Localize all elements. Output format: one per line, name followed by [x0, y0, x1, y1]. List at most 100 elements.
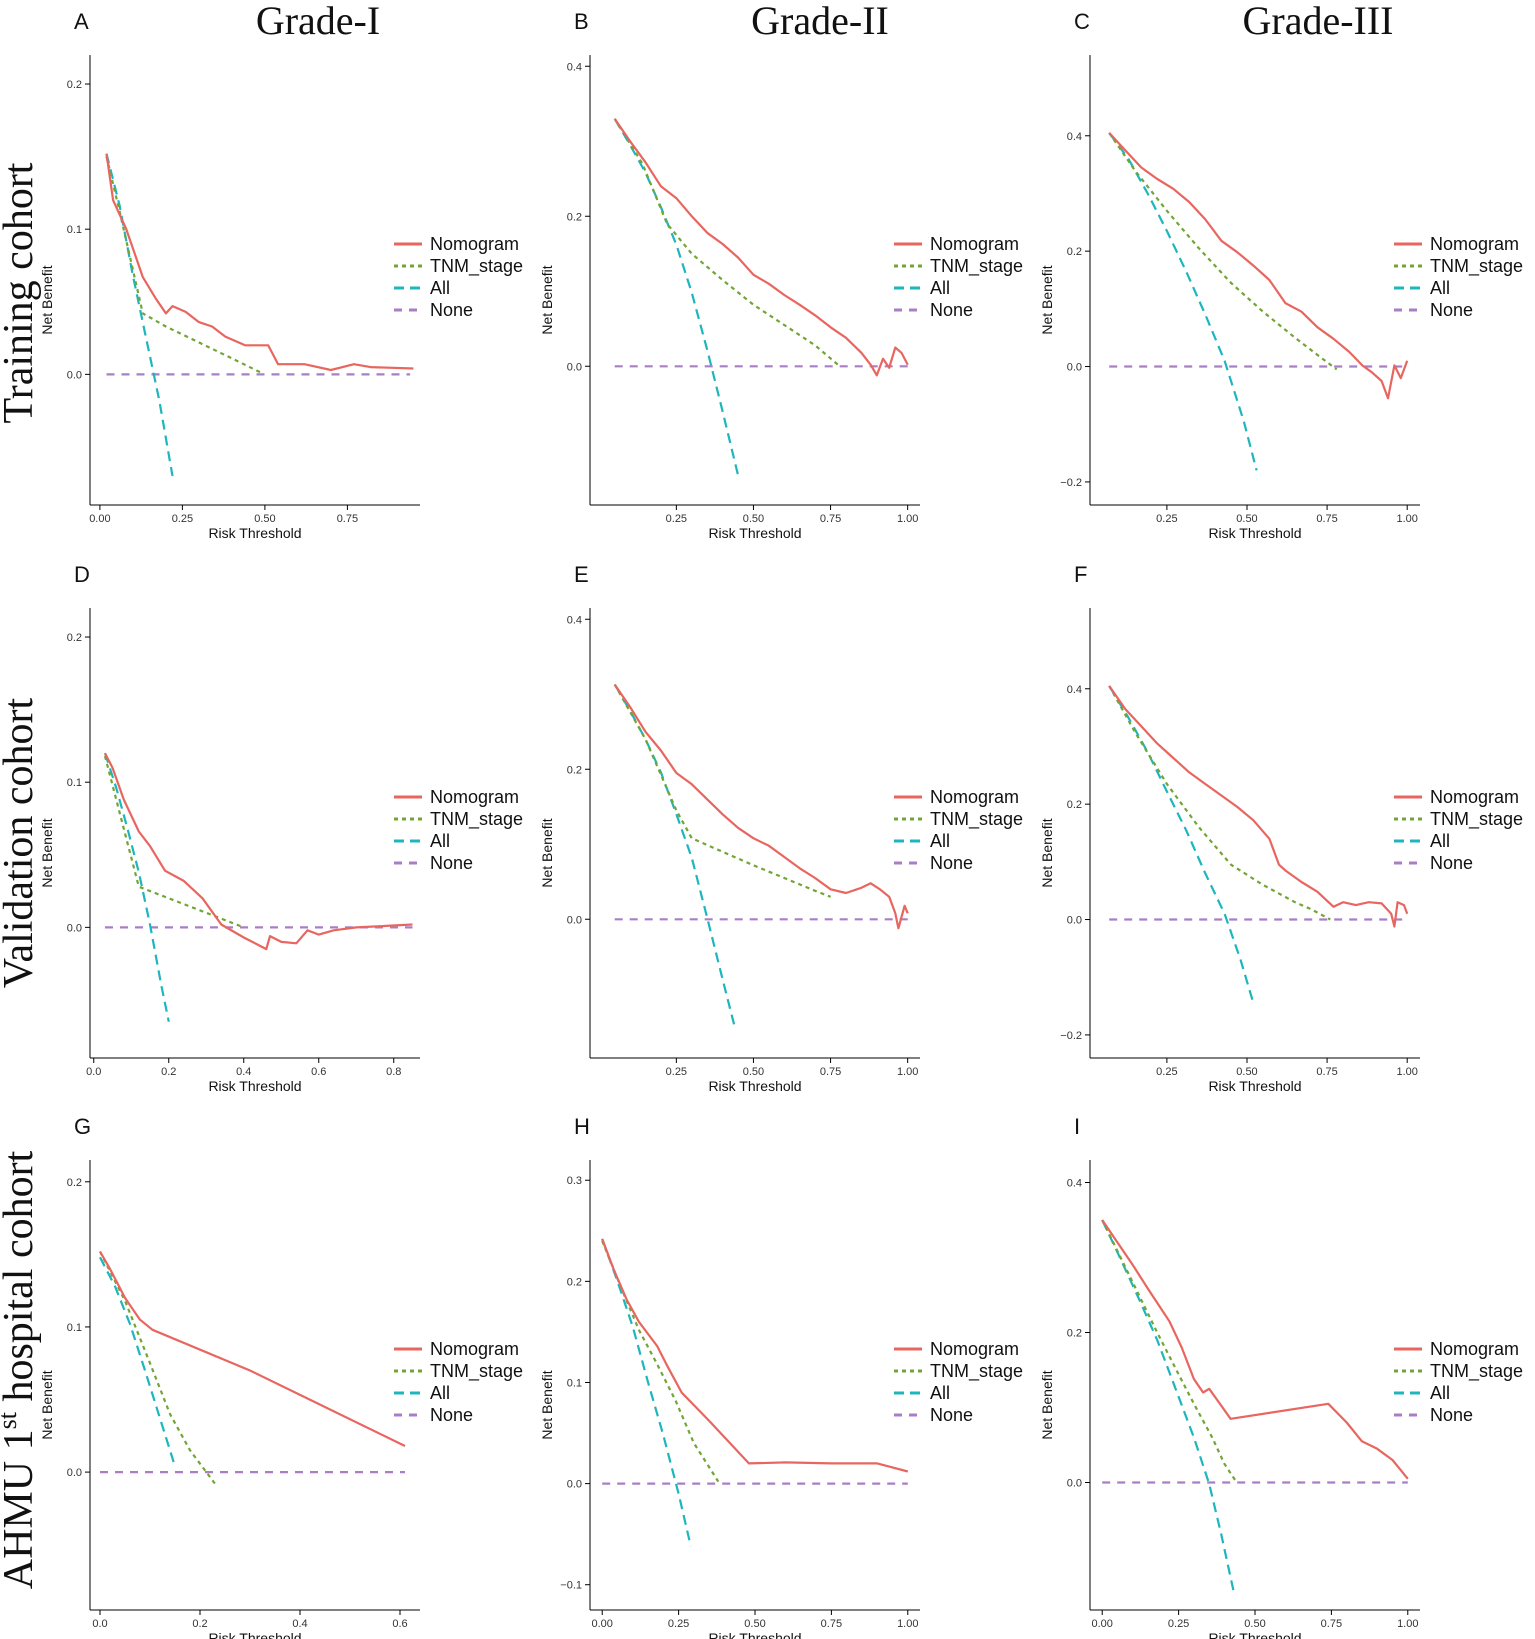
x-tick-label: 0.75 [821, 1618, 842, 1630]
panel-letter-d: D [74, 562, 90, 587]
x-tick-label: 0.25 [666, 513, 687, 525]
series-line-all [1101, 1219, 1235, 1592]
panel-letter-f: F [1074, 562, 1087, 587]
y-tick-label: −0.2 [1060, 1030, 1082, 1042]
y-axis-title: Net Benefit [1039, 1370, 1055, 1439]
y-tick-label: 0.1 [567, 1377, 582, 1389]
y-tick-label: 0.0 [67, 1467, 82, 1479]
series-line-all [103, 752, 170, 1022]
y-axis-title: Net Benefit [39, 265, 55, 334]
legend-label-nomogram: Nomogram [1430, 787, 1519, 807]
panel-b: B 0.25 0.50 0.75 1.00 0.0 0.2 0.4 Risk Threshold… [539, 9, 1023, 541]
y-tick-label: 0.2 [567, 764, 582, 776]
x-tick-label: 0.25 [1156, 513, 1177, 525]
y-tick-label: 0.0 [567, 361, 582, 373]
x-tick-label: 0.6 [392, 1618, 407, 1630]
series-line-all [99, 1256, 177, 1467]
x-tick-label: 1.00 [897, 1066, 918, 1078]
x-tick-label: 0.50 [743, 513, 764, 525]
x-tick-label: 1.00 [1397, 1618, 1418, 1630]
panel-a: A 0.00 0.25 0.50 0.75 0.0 0.1 0.2 Risk Threshold… [39, 9, 523, 541]
series-line-nomogram [99, 1250, 406, 1447]
x-axis-title: Risk Threshold [1208, 1630, 1301, 1639]
series-line-all [613, 683, 737, 1029]
y-tick-label: 0.2 [1067, 799, 1082, 811]
y-tick-label: 0.2 [67, 79, 82, 91]
y-tick-label: 0.2 [567, 1276, 582, 1288]
legend-label-nomogram: Nomogram [430, 1339, 519, 1359]
x-tick-label: 0.0 [92, 1618, 107, 1630]
y-axis-title: Net Benefit [539, 818, 555, 887]
legend-label-nomogram: Nomogram [930, 1339, 1019, 1359]
legend-label-none: None [930, 1405, 973, 1425]
legend-label-all: All [1430, 1383, 1450, 1403]
series-line-tnm-stage [99, 1251, 216, 1485]
row-label-ahmu-main: AHMU 1 [0, 1429, 42, 1589]
series-line-nomogram [1101, 1219, 1409, 1480]
y-tick-label: 0.1 [67, 1322, 82, 1334]
x-tick-label: 0.2 [161, 1066, 176, 1078]
panel-h: H 0.00 0.25 0.50 0.75 1.00 −0.1 0.0 0.1 0.2 0.3 Ris… [539, 1114, 1023, 1639]
series-line-nomogram [1108, 132, 1409, 400]
series-line-tnm-stage [103, 755, 245, 929]
legend-label-nomogram: Nomogram [930, 787, 1019, 807]
x-tick-label: 1.00 [897, 513, 918, 525]
x-tick-label: 0.50 [744, 1618, 765, 1630]
legend-label-none: None [1430, 853, 1473, 873]
row-label-ahmu-rest: hospital cohort [0, 1150, 42, 1412]
x-tick-label: 0.2 [192, 1618, 207, 1630]
x-tick-label: 1.00 [897, 1618, 918, 1630]
x-axis-title: Risk Threshold [208, 525, 301, 541]
x-tick-label: 1.00 [1396, 1066, 1417, 1078]
y-tick-label: 0.2 [67, 1177, 82, 1189]
legend-label-nomogram: Nomogram [1430, 234, 1519, 254]
x-axis-title: Risk Threshold [208, 1630, 301, 1639]
panel-letter-i: I [1074, 1114, 1080, 1139]
x-tick-label: 0.25 [1156, 1066, 1177, 1078]
y-tick-label: 0.0 [67, 369, 82, 381]
header-grade-iii: Grade-III [1243, 0, 1394, 43]
x-tick-label: 0.25 [1168, 1618, 1189, 1630]
x-tick-label: 0.75 [1316, 513, 1337, 525]
x-tick-label: 0.75 [1316, 1066, 1337, 1078]
x-tick-label: 0.8 [386, 1066, 401, 1078]
legend-label-none: None [1430, 300, 1473, 320]
y-tick-label: 0.3 [567, 1175, 582, 1187]
x-tick-label: 0.50 [1236, 513, 1257, 525]
legend-label-tnm-stage: TNM_stage [430, 809, 523, 830]
legend-label-nomogram: Nomogram [430, 787, 519, 807]
panel-letter-e: E [574, 562, 589, 587]
legend-label-all: All [430, 1383, 450, 1403]
x-axis-title: Risk Threshold [1208, 525, 1301, 541]
header-grade-ii: Grade-II [751, 0, 889, 43]
series-line-all [613, 118, 740, 476]
panel-i: I 0.00 0.25 0.50 0.75 1.00 0.0 0.2 0.4 Risk Thres… [1039, 1114, 1523, 1639]
x-tick-label: 1.00 [1396, 513, 1417, 525]
series-line-nomogram [105, 153, 414, 372]
legend-label-none: None [930, 853, 973, 873]
series-line-tnm-stage [1101, 1219, 1238, 1484]
panel-letter-g: G [74, 1114, 91, 1139]
y-tick-label: 0.0 [567, 1479, 582, 1491]
legend-label-none: None [430, 853, 473, 873]
row-label-training: Training cohort [0, 162, 42, 423]
y-tick-label: 0.0 [567, 914, 582, 926]
series-line-nomogram [613, 118, 909, 377]
x-tick-label: 0.00 [89, 513, 110, 525]
legend-label-tnm-stage: TNM_stage [1430, 809, 1523, 830]
x-tick-label: 0.50 [254, 513, 275, 525]
x-tick-label: 0.00 [592, 1618, 613, 1630]
series-line-nomogram [1108, 685, 1409, 928]
x-tick-label: 0.25 [172, 513, 193, 525]
series-line-tnm-stage [613, 683, 831, 898]
panel-letter-b: B [574, 9, 589, 34]
legend-label-nomogram: Nomogram [430, 234, 519, 254]
y-tick-label: 0.1 [67, 224, 82, 236]
